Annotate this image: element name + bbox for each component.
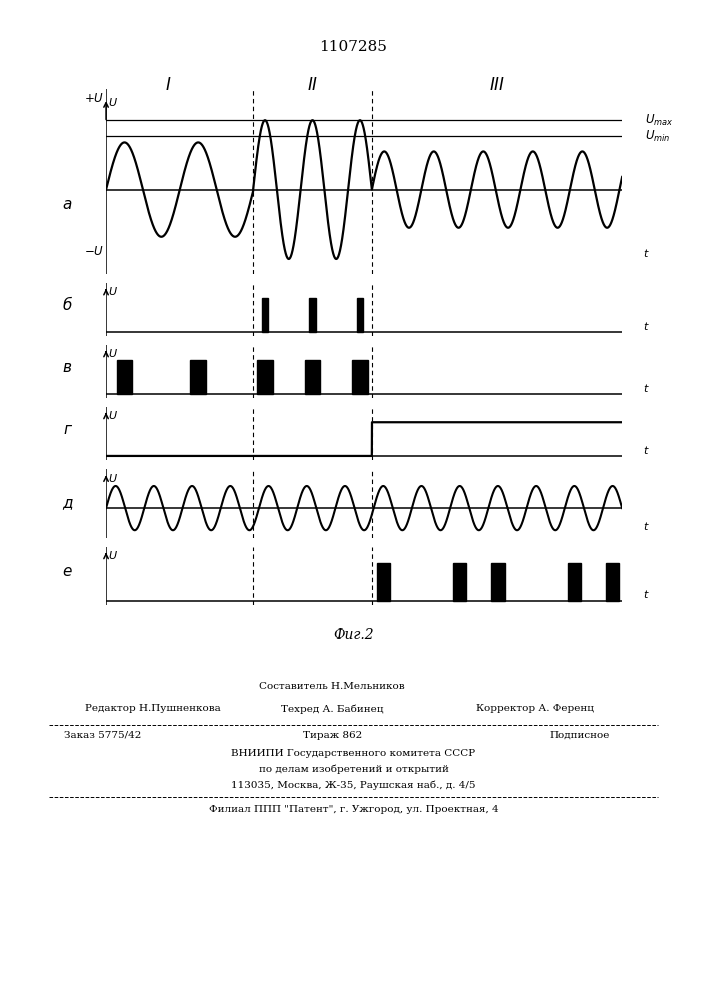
Polygon shape xyxy=(262,298,268,332)
Text: $II$: $II$ xyxy=(307,76,318,94)
Polygon shape xyxy=(491,563,505,601)
Text: $III$: $III$ xyxy=(489,76,505,94)
Text: д: д xyxy=(62,495,73,510)
Polygon shape xyxy=(190,360,206,394)
Text: Техред А. Бабинец: Техред А. Бабинец xyxy=(281,704,383,714)
Polygon shape xyxy=(568,563,581,601)
Text: Заказ 5775/42: Заказ 5775/42 xyxy=(64,731,141,740)
Text: Редактор Н.Пушненкова: Редактор Н.Пушненкова xyxy=(85,704,221,713)
Polygon shape xyxy=(352,360,368,394)
Text: 1107285: 1107285 xyxy=(320,40,387,54)
Polygon shape xyxy=(606,563,619,601)
Polygon shape xyxy=(453,563,467,601)
Polygon shape xyxy=(117,360,132,394)
Text: $U$: $U$ xyxy=(107,409,117,421)
Text: б: б xyxy=(63,298,72,313)
Text: ВНИИПИ Государственного комитета СССР: ВНИИПИ Государственного комитета СССР xyxy=(231,749,476,758)
Text: 113035, Москва, Ж-35, Раушская наб., д. 4/5: 113035, Москва, Ж-35, Раушская наб., д. … xyxy=(231,781,476,790)
Text: $t$: $t$ xyxy=(643,247,650,259)
Text: +$U$: +$U$ xyxy=(84,92,105,105)
Text: $U$: $U$ xyxy=(107,472,117,484)
Text: $I$: $I$ xyxy=(165,76,171,94)
Polygon shape xyxy=(257,360,273,394)
Text: е: е xyxy=(63,564,72,579)
Text: Корректор А. Ференц: Корректор А. Ференц xyxy=(476,704,594,713)
Polygon shape xyxy=(377,563,390,601)
Text: $t$: $t$ xyxy=(643,444,650,456)
Text: $t$: $t$ xyxy=(643,588,650,600)
Text: $U_{min}$: $U_{min}$ xyxy=(645,129,671,144)
Text: Филиал ППП "Патент", г. Ужгород, ул. Проектная, 4: Филиал ППП "Патент", г. Ужгород, ул. Про… xyxy=(209,805,498,814)
Text: $U$: $U$ xyxy=(107,285,117,297)
Text: г: г xyxy=(64,422,71,437)
Text: Тираж 862: Тираж 862 xyxy=(303,731,362,740)
Text: $U_{max}$: $U_{max}$ xyxy=(645,113,674,128)
Text: а: а xyxy=(63,197,72,212)
Text: Составитель Н.Мельников: Составитель Н.Мельников xyxy=(259,682,405,691)
Text: $U$: $U$ xyxy=(107,347,117,359)
Text: $U$: $U$ xyxy=(107,96,117,108)
Text: в: в xyxy=(63,360,72,375)
Text: $-U$: $-U$ xyxy=(84,245,105,258)
Text: Фиг.2: Фиг.2 xyxy=(333,628,374,642)
Text: по делам изобретений и открытий: по делам изобретений и открытий xyxy=(259,765,448,774)
Polygon shape xyxy=(305,360,320,394)
Polygon shape xyxy=(357,298,363,332)
Polygon shape xyxy=(310,298,315,332)
Text: $t$: $t$ xyxy=(643,382,650,394)
Text: $U$: $U$ xyxy=(107,549,117,561)
Text: Подписное: Подписное xyxy=(549,731,610,740)
Text: $t$: $t$ xyxy=(643,320,650,332)
Text: $t$: $t$ xyxy=(643,520,650,532)
